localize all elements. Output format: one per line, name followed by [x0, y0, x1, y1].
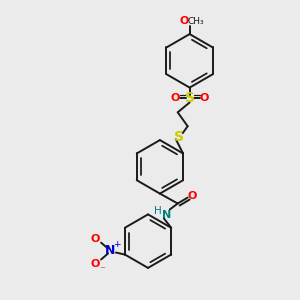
Text: S: S	[174, 130, 184, 144]
Text: CH₃: CH₃	[187, 17, 204, 26]
Text: N: N	[162, 210, 172, 220]
Text: O: O	[170, 94, 179, 103]
Text: +: +	[113, 240, 121, 249]
Text: N: N	[105, 244, 115, 257]
Text: S: S	[184, 92, 195, 106]
Text: H: H	[154, 206, 162, 216]
Text: O: O	[90, 260, 100, 269]
Text: O: O	[90, 234, 100, 244]
Text: ⁻: ⁻	[99, 266, 105, 275]
Text: O: O	[180, 16, 189, 26]
Text: O: O	[188, 190, 197, 201]
Text: O: O	[200, 94, 209, 103]
